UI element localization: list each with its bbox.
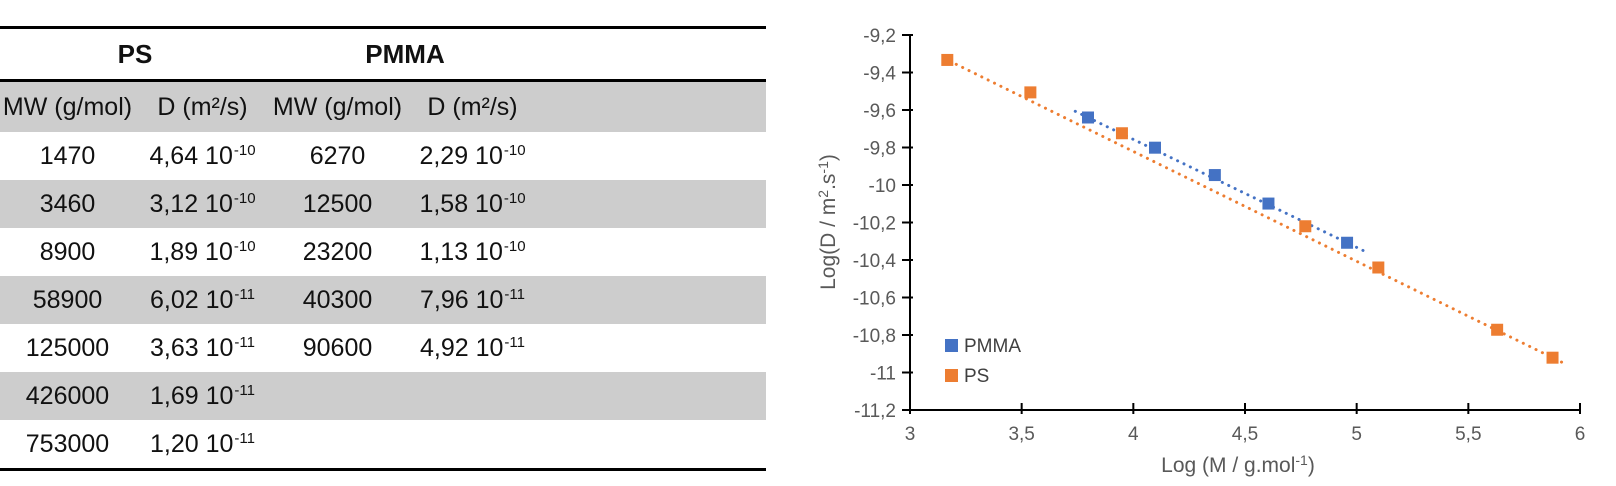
table-cell: 426000 bbox=[0, 372, 135, 420]
group-header-spacer bbox=[540, 27, 766, 82]
table-cell: 1,89 10-10 bbox=[149, 237, 256, 266]
y-tick-label: -10,8 bbox=[853, 326, 896, 347]
table-cell: 1,69 10-11 bbox=[135, 372, 270, 420]
table-cell: 23200 bbox=[302, 237, 373, 266]
y-tick-label: -11,2 bbox=[854, 401, 896, 422]
data-point-pmma bbox=[1262, 197, 1275, 210]
table-cell bbox=[270, 372, 405, 420]
table-cell: 7,96 10-11 bbox=[405, 276, 540, 324]
table-cell: 125000 bbox=[25, 333, 110, 362]
legend-label-pmma: PMMA bbox=[964, 336, 1021, 357]
x-tick-label: 4,5 bbox=[1232, 424, 1258, 445]
x-tick-label: 3 bbox=[905, 424, 916, 445]
data-point-ps bbox=[941, 53, 954, 66]
table-cell: 2,29 10-10 bbox=[419, 141, 526, 170]
table-cell bbox=[270, 420, 405, 470]
y-tick-label: -9,6 bbox=[863, 101, 896, 122]
x-tick-label: 3,5 bbox=[1008, 424, 1034, 445]
table-cell-spacer bbox=[540, 228, 766, 276]
scatter-chart: 3 3,5 4 4,5 5 5,5 6 -9,2 -9,4 -9,6 -9,8 -10 -10,2 -10… bbox=[790, 0, 1616, 486]
x-tick-label: 5 bbox=[1351, 424, 1362, 445]
table-cell: 12500 bbox=[270, 180, 405, 228]
table-row: 8900 1,89 10-10 23200 1,13 10-10 bbox=[0, 228, 766, 276]
y-axis-title: Log(D / m2.s-1) bbox=[815, 154, 840, 290]
legend-swatch-pmma bbox=[945, 339, 958, 352]
table-cell: 1470 bbox=[39, 141, 96, 170]
data-point-ps bbox=[1024, 86, 1037, 99]
table-cell bbox=[405, 372, 540, 420]
table-column-header-row: MW (g/mol) D (m²/s) MW (g/mol) D (m²/s) bbox=[0, 80, 766, 132]
column-header: MW (g/mol) bbox=[270, 80, 405, 132]
x-tick-label: 5,5 bbox=[1455, 424, 1481, 445]
group-header-ps: PS bbox=[0, 27, 270, 82]
y-tick-label: -10 bbox=[869, 176, 896, 197]
data-point-ps bbox=[1115, 127, 1128, 140]
table-cell: 753000 bbox=[25, 429, 110, 458]
data-point-pmma bbox=[1148, 141, 1161, 154]
table-row: 426000 1,69 10-11 bbox=[0, 372, 766, 420]
table-group-header-row: PS PMMA bbox=[0, 27, 766, 82]
table-cell-spacer bbox=[540, 132, 766, 180]
table-row: 753000 1,20 10-11 bbox=[0, 420, 766, 470]
table-cell: 1,58 10-10 bbox=[405, 180, 540, 228]
table-row: 125000 3,63 10-11 90600 4,92 10-11 bbox=[0, 324, 766, 372]
table-cell-spacer bbox=[540, 372, 766, 420]
table-cell-spacer bbox=[540, 276, 766, 324]
table-row: 3460 3,12 10-10 12500 1,58 10-10 bbox=[0, 180, 766, 228]
column-header: D (m²/s) bbox=[135, 80, 270, 132]
table-cell: 6,02 10-11 bbox=[135, 276, 270, 324]
table-cell-spacer bbox=[540, 324, 766, 372]
y-tick-label: -10,6 bbox=[853, 289, 896, 310]
table-row: 1470 4,64 10-10 6270 2,29 10-10 bbox=[0, 132, 766, 180]
table-cell-spacer bbox=[540, 420, 766, 470]
table-cell: 3460 bbox=[0, 180, 135, 228]
log-d-vs-log-m-plot: 3 3,5 4 4,5 5 5,5 6 -9,2 -9,4 -9,6 -9,8 -10 -10,2 -10… bbox=[815, 26, 1586, 477]
y-tick-label: -10,2 bbox=[853, 214, 896, 235]
table-cell: 8900 bbox=[39, 237, 96, 266]
table-cell: 90600 bbox=[302, 333, 373, 362]
data-point-ps bbox=[1546, 351, 1559, 364]
data-point-ps bbox=[1299, 220, 1312, 233]
table-cell: 1,20 10-11 bbox=[150, 429, 255, 458]
table-cell: 3,12 10-10 bbox=[135, 180, 270, 228]
x-axis-title: Log (M / g.mol-1) bbox=[1161, 452, 1315, 477]
x-tick-label: 4 bbox=[1128, 424, 1139, 445]
x-tick-label: 6 bbox=[1575, 424, 1586, 445]
polymer-diffusion-table: PS PMMA MW (g/mol) D (m²/s) MW (g/mol) D (m²/… bbox=[0, 26, 766, 471]
y-tick-label: -9,2 bbox=[863, 26, 896, 47]
table-cell: 4,92 10-11 bbox=[420, 333, 525, 362]
table-cell: 1,13 10-10 bbox=[419, 237, 526, 266]
table-cell: 40300 bbox=[270, 276, 405, 324]
data-point-pmma bbox=[1341, 236, 1354, 249]
column-header: MW (g/mol) bbox=[0, 80, 135, 132]
y-tick-label: -9,4 bbox=[863, 64, 896, 85]
column-header-spacer bbox=[540, 80, 766, 132]
y-tick-label: -9,8 bbox=[863, 139, 896, 160]
table-cell: 6270 bbox=[309, 141, 366, 170]
table-cell: 58900 bbox=[0, 276, 135, 324]
data-point-ps bbox=[1372, 261, 1385, 274]
trendline-ps bbox=[942, 56, 1566, 365]
legend-swatch-ps bbox=[945, 369, 958, 382]
data-point-pmma bbox=[1208, 169, 1221, 182]
diffusion-data-table-wrap: PS PMMA MW (g/mol) D (m²/s) MW (g/mol) D (m²/… bbox=[0, 26, 766, 471]
table-cell-spacer bbox=[540, 180, 766, 228]
table-cell: 3,63 10-11 bbox=[150, 333, 255, 362]
legend-label-ps: PS bbox=[964, 366, 989, 387]
table-cell: 4,64 10-10 bbox=[149, 141, 256, 170]
table-cell bbox=[405, 420, 540, 470]
data-point-pmma bbox=[1081, 111, 1094, 124]
column-header: D (m²/s) bbox=[405, 80, 540, 132]
data-point-ps bbox=[1491, 323, 1504, 336]
group-header-pmma: PMMA bbox=[270, 27, 540, 82]
y-tick-label: -10,4 bbox=[853, 251, 897, 272]
table-row: 58900 6,02 10-11 40300 7,96 10-11 bbox=[0, 276, 766, 324]
y-tick-label: -11 bbox=[870, 364, 896, 385]
